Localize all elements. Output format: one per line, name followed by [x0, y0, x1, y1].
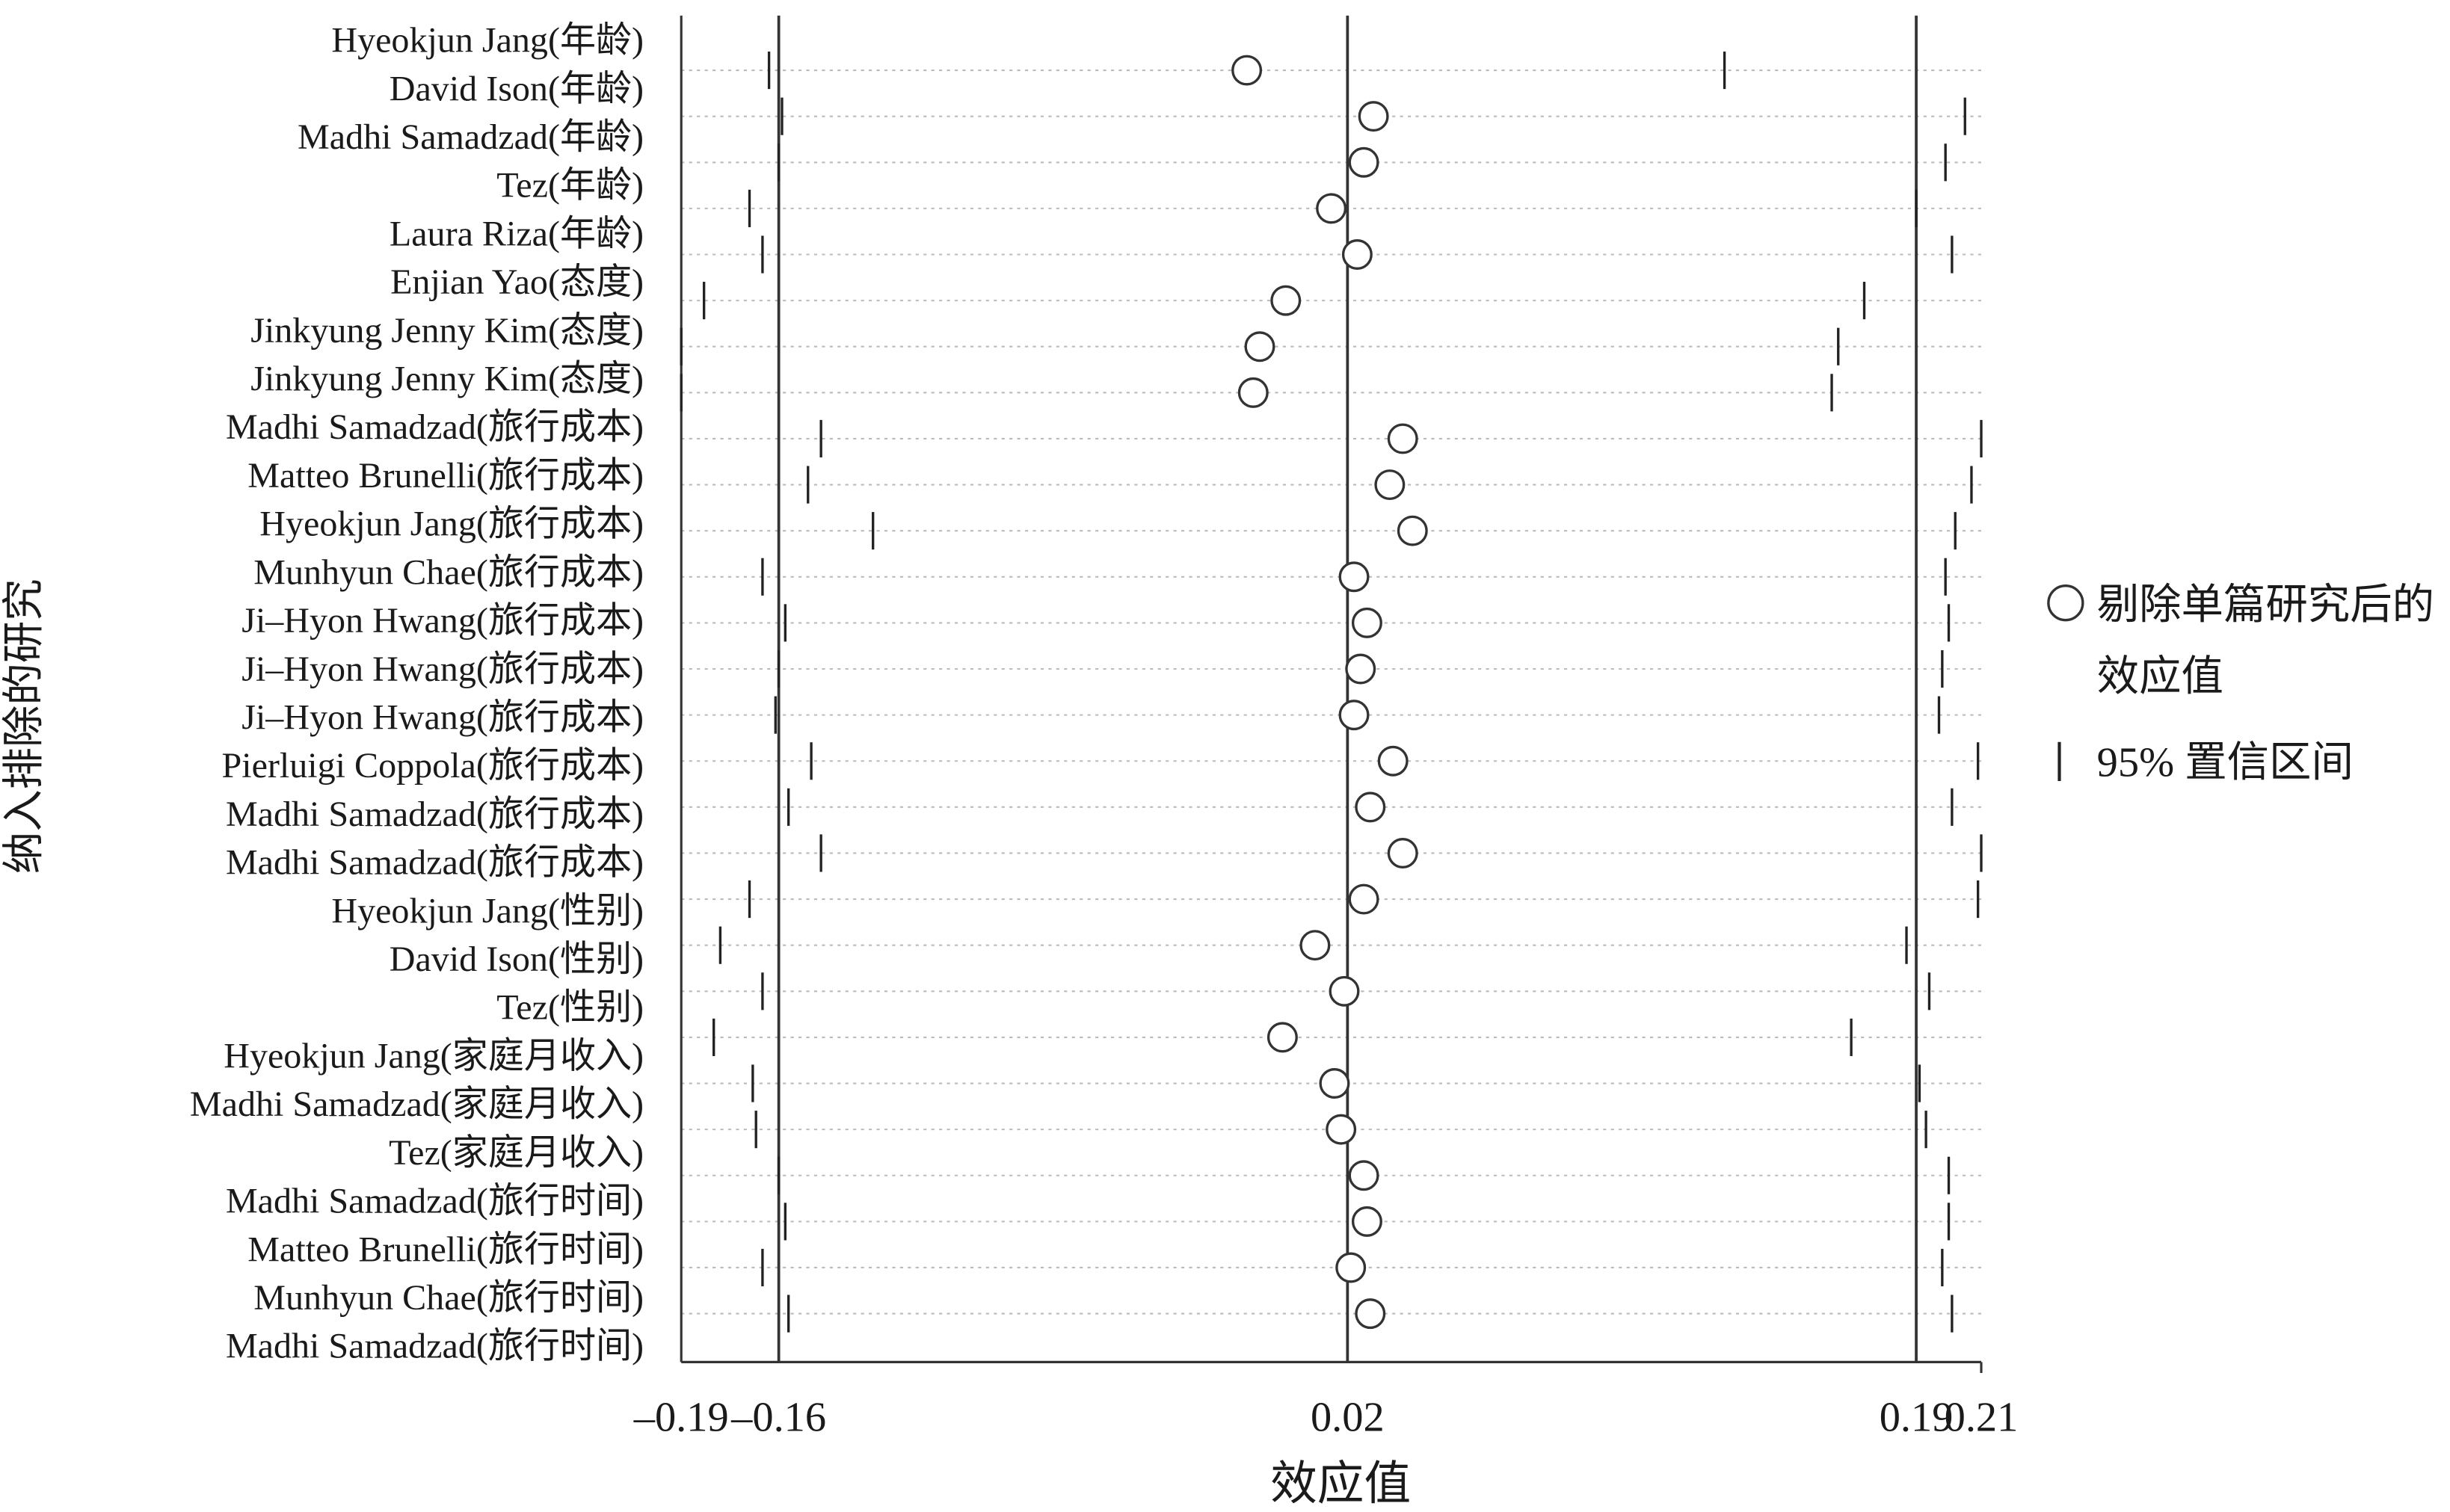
y-tick-label: Ji–Hyon Hwang(旅行成本): [241, 601, 644, 641]
effect-point: [1355, 792, 1386, 823]
y-tick-label: Matteo Brunelli(旅行时间): [247, 1229, 644, 1269]
effect-point: [1351, 1206, 1382, 1237]
legend-label: 95% 置信区间: [2096, 738, 2354, 786]
effect-point: [1345, 653, 1376, 685]
y-tick-label: Munhyun Chae(旅行成本): [253, 552, 644, 592]
effect-point: [1351, 607, 1382, 638]
effect-point: [1335, 1252, 1367, 1283]
y-tick-label: Ji–Hyon Hwang(旅行成本): [241, 697, 644, 737]
y-axis-title: 纳入排除的研究: [1, 578, 48, 874]
effect-point: [1326, 1114, 1357, 1145]
x-tick-label: –0.16: [730, 1395, 826, 1441]
y-tick-label: Jinkyung Jenny Kim(态度): [250, 311, 644, 351]
x-tick-label: –0.19: [633, 1395, 729, 1441]
effect-point: [1341, 239, 1373, 270]
y-tick-label: David Ison(性别): [390, 939, 644, 979]
effect-point: [1299, 930, 1331, 961]
y-tick-label: Tez(年龄): [496, 166, 644, 206]
effect-point: [1266, 1022, 1298, 1053]
effect-point: [1231, 55, 1263, 86]
y-tick-label: Matteo Brunelli(旅行成本): [247, 456, 644, 496]
y-tick-label: Tez(性别): [496, 988, 644, 1028]
y-tick-label: Enjian Yao(态度): [390, 262, 644, 302]
y-tick-label: Madhi Samadzad(旅行成本): [226, 794, 644, 834]
legend-circle: [2047, 584, 2084, 622]
y-tick-label: Ji–Hyon Hwang(旅行成本): [241, 649, 644, 689]
y-tick-label: Madhi Samadzad(旅行时间): [226, 1182, 644, 1221]
y-tick-label: Madhi Samadzad(旅行成本): [226, 407, 644, 447]
effect-point: [1387, 837, 1418, 868]
legend-label: 剔除单篇研究后的效应值: [2096, 581, 2435, 700]
effect-point: [1329, 975, 1360, 1007]
legend-item: 剔除单篇研究后的效应值: [2096, 581, 2435, 700]
y-tick-label: Hyeokjun Jang(性别): [331, 891, 644, 931]
effect-point: [1338, 700, 1370, 731]
x-tick-label: 0.19: [1880, 1395, 1954, 1441]
legend-item: 95% 置信区间: [2096, 738, 2354, 786]
effect-point: [1374, 469, 1406, 501]
x-tick-label: 0.21: [1945, 1395, 2019, 1441]
x-axis-title: 效应值: [1270, 1457, 1411, 1510]
effect-point: [1244, 331, 1275, 362]
effect-point: [1348, 146, 1379, 178]
effect-point: [1348, 883, 1379, 915]
effect-point: [1397, 515, 1428, 546]
effect-point: [1338, 561, 1370, 593]
y-tick-label: Madhi Samadzad(旅行成本): [226, 843, 644, 883]
y-tick-label: Pierluigi Coppola(旅行成本): [222, 746, 644, 786]
effect-point: [1319, 1068, 1350, 1099]
y-tick-label: Hyeokjun Jang(家庭月收入): [224, 1036, 644, 1076]
y-tick-label: Jinkyung Jenny Kim(态度): [250, 360, 644, 399]
x-tick-label: 0.02: [1311, 1395, 1385, 1441]
effect-point: [1316, 193, 1347, 224]
effect-point: [1270, 285, 1302, 316]
y-tick-label: David Ison(年龄): [390, 69, 644, 108]
effect-point: [1348, 1160, 1379, 1191]
y-tick-label: Laura Riza(年龄): [390, 214, 644, 253]
y-tick-label: Madhi Samadzad(年龄): [298, 117, 644, 157]
y-tick-label: Madhi Samadzad(家庭月收入): [190, 1084, 644, 1124]
y-tick-label: Hyeokjun Jang(年龄): [331, 21, 644, 61]
y-tick-label: Munhyun Chae(旅行时间): [253, 1278, 644, 1318]
effect-point: [1377, 745, 1409, 777]
effect-point: [1237, 377, 1269, 408]
effect-point: [1355, 1298, 1386, 1330]
y-tick-label: Tez(家庭月收入): [389, 1133, 644, 1173]
effect-point: [1358, 101, 1389, 132]
y-tick-label: Hyeokjun Jang(旅行成本): [259, 504, 644, 544]
effect-point: [1387, 423, 1418, 454]
y-tick-label: Madhi Samadzad(旅行时间): [226, 1327, 644, 1366]
